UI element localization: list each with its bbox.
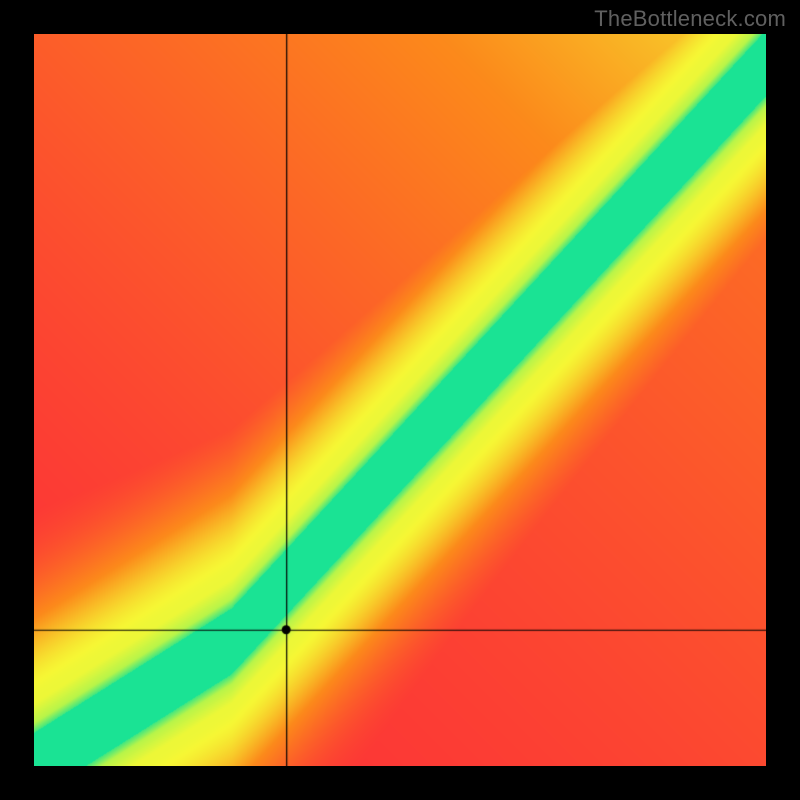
- watermark-text: TheBottleneck.com: [594, 6, 786, 32]
- heatmap-canvas: [34, 34, 766, 766]
- heatmap-plot: [34, 34, 766, 766]
- chart-container: TheBottleneck.com: [0, 0, 800, 800]
